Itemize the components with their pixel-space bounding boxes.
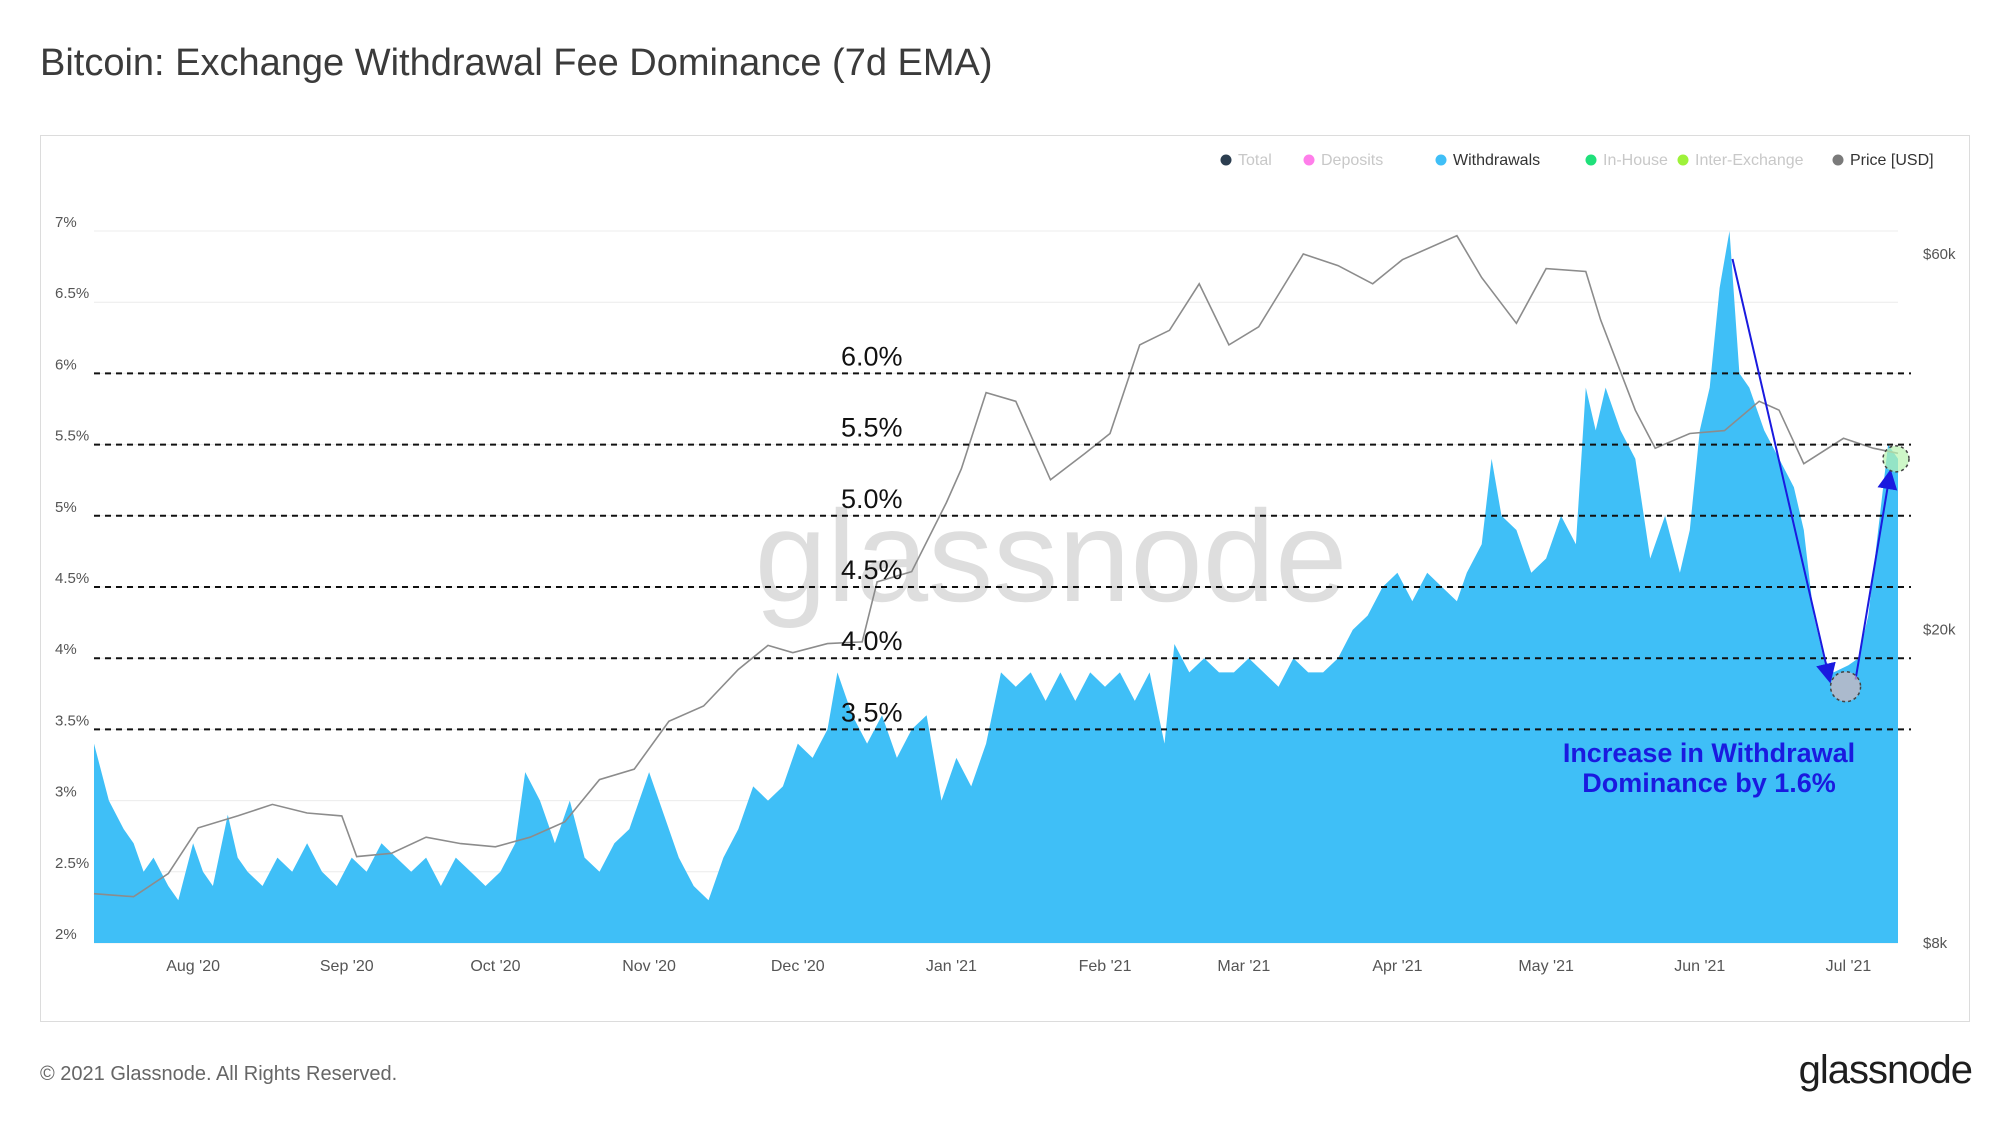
callout-text-line1: Increase in Withdrawal <box>1563 738 1855 768</box>
y2-tick-label: $60k <box>1923 246 1956 263</box>
y-tick-label: 5.5% <box>55 428 89 445</box>
x-tick-label: May '21 <box>1518 958 1574 975</box>
guide-label: 6.0% <box>841 341 903 371</box>
legend-dot <box>1303 154 1315 166</box>
y-tick-label: 6% <box>55 356 77 373</box>
high-marker <box>1882 445 1910 473</box>
guide-label: 3.5% <box>841 697 903 727</box>
y-tick-label: 7% <box>55 214 77 231</box>
legend-dot <box>1435 154 1447 166</box>
watermark-text: glassnode <box>755 483 1348 629</box>
legend-dot <box>1220 154 1232 166</box>
copyright-footer: © 2021 Glassnode. All Rights Reserved. <box>40 1063 398 1085</box>
y-tick-label: 4% <box>55 641 77 658</box>
legend-label: In-House <box>1603 152 1668 169</box>
chart-title: Bitcoin: Exchange Withdrawal Fee Dominan… <box>40 42 993 84</box>
legend-label: Deposits <box>1321 152 1383 169</box>
guide-label: 4.0% <box>841 626 903 656</box>
y-tick-label: 3% <box>55 784 77 801</box>
legend-dot <box>1677 154 1689 166</box>
guide-label: 5.0% <box>841 484 903 514</box>
y-tick-label: 4.5% <box>55 570 89 587</box>
legend-label: Inter-Exchange <box>1695 152 1804 169</box>
x-tick-label: Nov '20 <box>622 958 676 975</box>
legend-dot <box>1832 154 1844 166</box>
guide-label: 5.5% <box>841 413 903 443</box>
y-tick-label: 3.5% <box>55 712 89 729</box>
x-tick-label: Jan '21 <box>926 958 977 975</box>
x-tick-label: Dec '20 <box>771 958 825 975</box>
legend-label: Withdrawals <box>1453 152 1540 169</box>
chart-panel: 2% 2.5% 3% 3.5% 4% 4.5% 5% 5.5% 6% 6.5% 7% $8k $20k $… <box>40 135 1970 1022</box>
brand-logo: glassnode <box>1798 1048 1973 1092</box>
y2-tick-label: $20k <box>1923 622 1956 639</box>
x-tick-label: Apr '21 <box>1372 958 1422 975</box>
legend-dot <box>1585 154 1597 166</box>
y-tick-label: 2% <box>55 926 77 943</box>
y-tick-label: 5% <box>55 499 77 516</box>
price-line <box>93 234 1899 898</box>
x-tick-label: Jul '21 <box>1826 958 1872 975</box>
x-tick-label: Mar '21 <box>1217 958 1270 975</box>
x-tick-label: Aug '20 <box>166 958 220 975</box>
x-tick-label: Oct '20 <box>470 958 520 975</box>
legend-label: Price [USD] <box>1850 152 1934 169</box>
increase-arrow <box>1854 469 1898 680</box>
y-tick-label: 6.5% <box>55 285 89 302</box>
decline-arrow <box>1731 258 1836 684</box>
chart-svg: 2% 2.5% 3% 3.5% 4% 4.5% 5% 5.5% 6% 6.5% 7% $8k $20k $… <box>55 152 1956 975</box>
annotation-arrows <box>1731 258 1898 684</box>
legend-label: Total <box>1238 152 1272 169</box>
guide-label: 4.5% <box>841 555 903 585</box>
y2-tick-label: $8k <box>1923 935 1948 952</box>
withdrawals-area <box>94 231 1898 943</box>
x-tick-label: Sep '20 <box>320 958 374 975</box>
low-marker <box>1829 670 1862 703</box>
callout-text-line2: Dominance by 1.6% <box>1582 768 1836 798</box>
x-tick-label: Feb '21 <box>1079 958 1132 975</box>
y-tick-label: 2.5% <box>55 855 89 872</box>
x-tick-label: Jun '21 <box>1674 958 1725 975</box>
